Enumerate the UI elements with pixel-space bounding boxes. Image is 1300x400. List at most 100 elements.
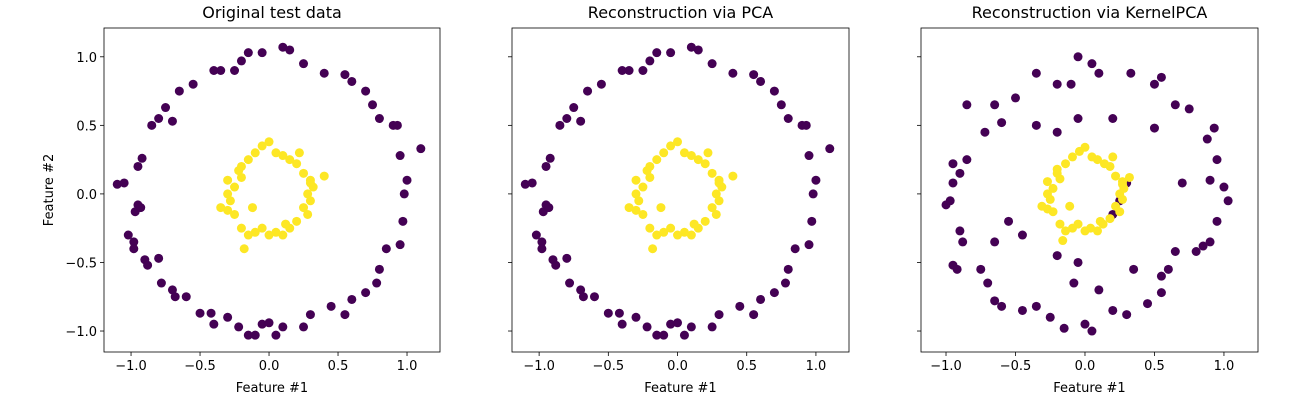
point [230,209,240,219]
point [326,301,336,311]
point [1052,127,1062,137]
point [1073,257,1083,267]
point [143,260,153,270]
point [1080,319,1090,329]
point [1031,68,1041,78]
point [686,151,696,161]
point [707,203,717,213]
point [756,294,766,304]
point [1205,175,1215,185]
point [711,189,721,199]
point [1059,323,1069,333]
point [243,155,253,165]
point [1118,179,1128,189]
point [1042,177,1052,187]
point [707,168,717,178]
point [537,244,547,254]
point [693,155,703,165]
point [728,171,738,181]
point [631,175,641,185]
point [666,141,676,151]
point [537,237,547,247]
point [216,203,226,213]
point [642,322,652,332]
x-tick-label: 1.0 [1214,359,1235,374]
point [948,178,958,188]
point [281,219,291,229]
point [1052,251,1062,261]
point [679,330,689,340]
point [652,48,662,58]
point [790,244,800,254]
point [195,308,205,318]
point [305,310,315,320]
x-tick-label: 0.5 [328,359,349,374]
point [271,227,281,237]
point [154,113,164,123]
point [1031,120,1041,130]
x-tick-label: 0.0 [259,359,280,374]
point [243,330,253,340]
point [583,86,593,96]
point [569,103,579,113]
point [250,148,260,158]
point [305,178,315,188]
point [1052,168,1062,178]
point [980,127,990,137]
point [374,264,384,274]
point [1092,155,1102,165]
point [686,322,696,332]
point [659,227,669,237]
point [250,227,260,237]
chart-title: Reconstruction via PCA [588,3,773,22]
point [167,116,177,126]
point [652,330,662,340]
point [666,48,676,58]
point [948,159,958,169]
point [1209,123,1219,133]
point [638,209,648,219]
point [700,159,710,169]
point [1067,152,1077,162]
point [1052,79,1062,89]
point [596,79,606,89]
point [368,100,378,110]
point [1087,326,1097,336]
point [679,227,689,237]
point [161,103,171,113]
point [645,56,655,66]
point [1177,178,1187,188]
y-tick-label: −0.5 [65,256,97,271]
point [1115,207,1125,217]
point [679,148,689,158]
point [209,319,219,329]
point [645,172,655,182]
point [1108,305,1118,315]
point [1004,216,1014,226]
point [648,244,658,254]
point [305,196,315,206]
point [340,70,350,80]
point [749,310,759,320]
point [112,179,122,189]
point [783,113,793,123]
x-tick-label: 0.0 [1075,359,1096,374]
point [147,120,157,130]
point [234,322,244,332]
point [1061,226,1071,236]
point [714,196,724,206]
point [257,223,267,233]
point [562,253,572,263]
point [1087,59,1097,69]
x-tick-label: 0.5 [1144,359,1165,374]
x-tick-label: −0.5 [1000,359,1032,374]
x-tick-label: 0.0 [667,359,688,374]
point [527,178,537,188]
point [804,151,814,161]
point [711,209,721,219]
point [1094,68,1104,78]
point [257,319,267,329]
point [264,318,274,328]
chart-title: Original test data [202,3,342,22]
point [617,319,627,329]
